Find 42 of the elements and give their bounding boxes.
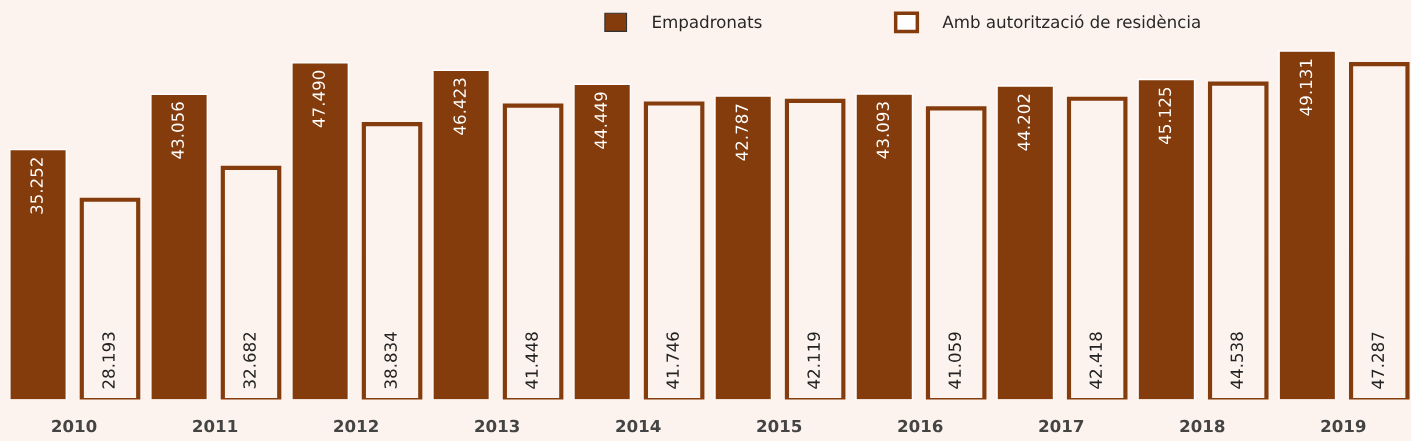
- data-label: 44.449: [594, 92, 608, 149]
- x-tick-label: 2015: [757, 419, 802, 433]
- data-label: 46.423: [453, 78, 466, 135]
- x-tick-label: 2012: [334, 419, 378, 433]
- x-tick-label: 2011: [193, 419, 238, 433]
- bar: [1137, 78, 1196, 400]
- data-label: 43.056: [171, 102, 184, 159]
- x-tick-label: 2016: [898, 419, 943, 433]
- data-label: 28.193: [102, 332, 115, 389]
- bar: [573, 83, 632, 400]
- data-label: 42.787: [735, 104, 749, 161]
- data-label: 35.252: [30, 158, 43, 214]
- x-tick-label: 2019: [1321, 419, 1366, 433]
- bar: [432, 69, 491, 400]
- data-label: 49.131: [1299, 59, 1313, 116]
- data-label: 41.448: [525, 332, 538, 389]
- data-label: 41.746: [666, 332, 679, 389]
- legend-label: Amb autorització de residència: [942, 14, 1200, 29]
- bar: [714, 95, 773, 400]
- data-label: 47.490: [312, 70, 325, 128]
- bar: [1278, 50, 1337, 400]
- data-label: 38.834: [384, 332, 397, 389]
- x-tick-label: 2018: [1180, 419, 1225, 433]
- data-label: 42.418: [1089, 332, 1103, 389]
- bar: [9, 148, 67, 400]
- data-label: 45.125: [1158, 87, 1172, 144]
- x-tick-label: 2013: [475, 419, 519, 433]
- data-label: 44.202: [1017, 94, 1031, 151]
- x-tick-label: 2014: [616, 419, 661, 433]
- data-label: 42.119: [807, 332, 820, 389]
- bar: [291, 62, 350, 400]
- data-label: 32.682: [243, 332, 256, 389]
- bar: [996, 85, 1055, 400]
- data-label: 41.059: [948, 332, 962, 389]
- legend-label: Empadronats: [653, 15, 762, 32]
- bar: [150, 93, 209, 400]
- data-label: 43.093: [876, 102, 890, 159]
- x-tick-label: 2017: [1039, 419, 1084, 433]
- bar: [855, 93, 914, 400]
- x-tick-label: 2010: [52, 419, 97, 433]
- data-label: 44.538: [1230, 332, 1244, 389]
- data-label: 47.287: [1371, 332, 1385, 389]
